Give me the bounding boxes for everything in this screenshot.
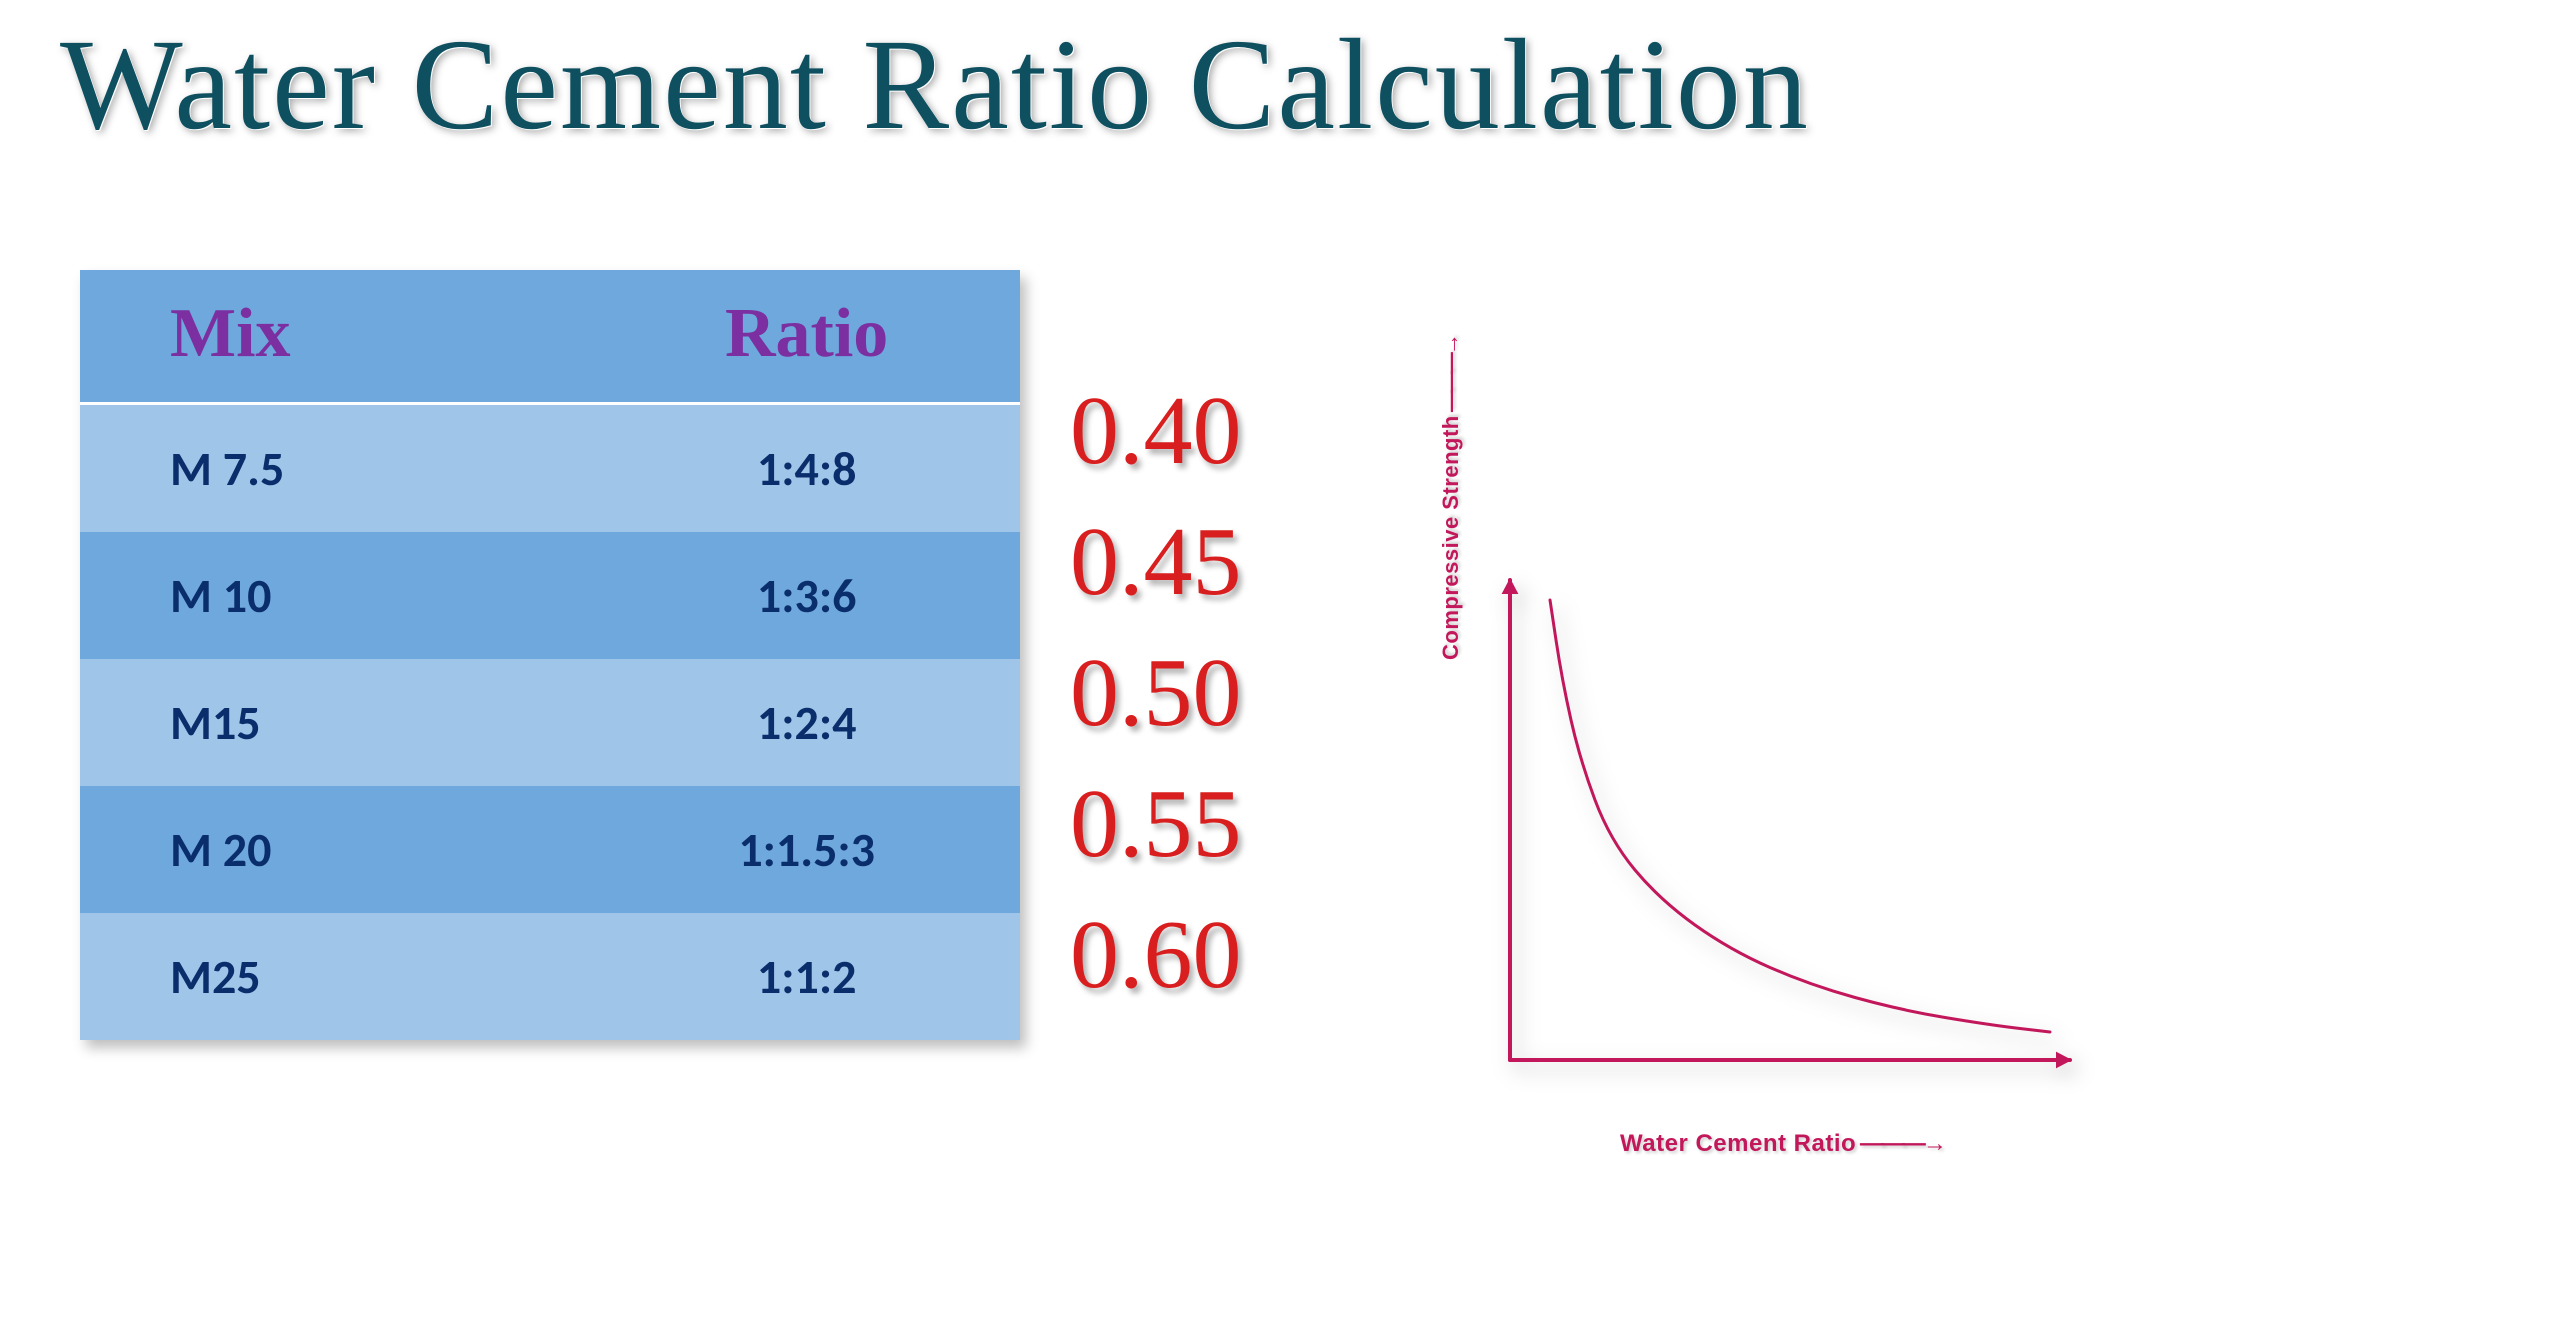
chart-y-axis-label: Compressive Strength: [1438, 336, 1464, 660]
wcr-value: 0.60: [1070, 904, 1242, 1007]
table-row: M15 1:2:4: [80, 659, 1020, 786]
cell-mix: M 20: [80, 786, 593, 913]
table-row: M25 1:1:2: [80, 913, 1020, 1040]
strength-vs-wcr-chart: [1450, 560, 2090, 1120]
wcr-value-list: 0.40 0.45 0.50 0.55 0.60: [1070, 380, 1242, 1006]
cell-mix: M 10: [80, 532, 593, 659]
col-header-ratio: Ratio: [593, 270, 1020, 404]
table-header-row: Mix Ratio: [80, 270, 1020, 404]
table-row: M 7.5 1:4:8: [80, 404, 1020, 533]
cell-ratio: 1:1.5:3: [593, 786, 1020, 913]
cell-mix: M 7.5: [80, 404, 593, 533]
wcr-value: 0.50: [1070, 642, 1242, 745]
wcr-value: 0.45: [1070, 511, 1242, 614]
cell-ratio: 1:3:6: [593, 532, 1020, 659]
page-title: Water Cement Ratio Calculation: [60, 10, 1810, 160]
cell-ratio: 1:4:8: [593, 404, 1020, 533]
col-header-mix: Mix: [80, 270, 593, 404]
wcr-value: 0.40: [1070, 380, 1242, 483]
cell-ratio: 1:2:4: [593, 659, 1020, 786]
cell-mix: M15: [80, 659, 593, 786]
cell-mix: M25: [80, 913, 593, 1040]
mix-ratio-table: Mix Ratio M 7.5 1:4:8 M 10 1:3:6 M15 1:2…: [80, 270, 1020, 1040]
table-row: M 10 1:3:6: [80, 532, 1020, 659]
chart-x-axis-label: Water Cement Ratio: [1620, 1130, 1944, 1158]
table-row: M 20 1:1.5:3: [80, 786, 1020, 913]
cell-ratio: 1:1:2: [593, 913, 1020, 1040]
wcr-value: 0.55: [1070, 773, 1242, 876]
